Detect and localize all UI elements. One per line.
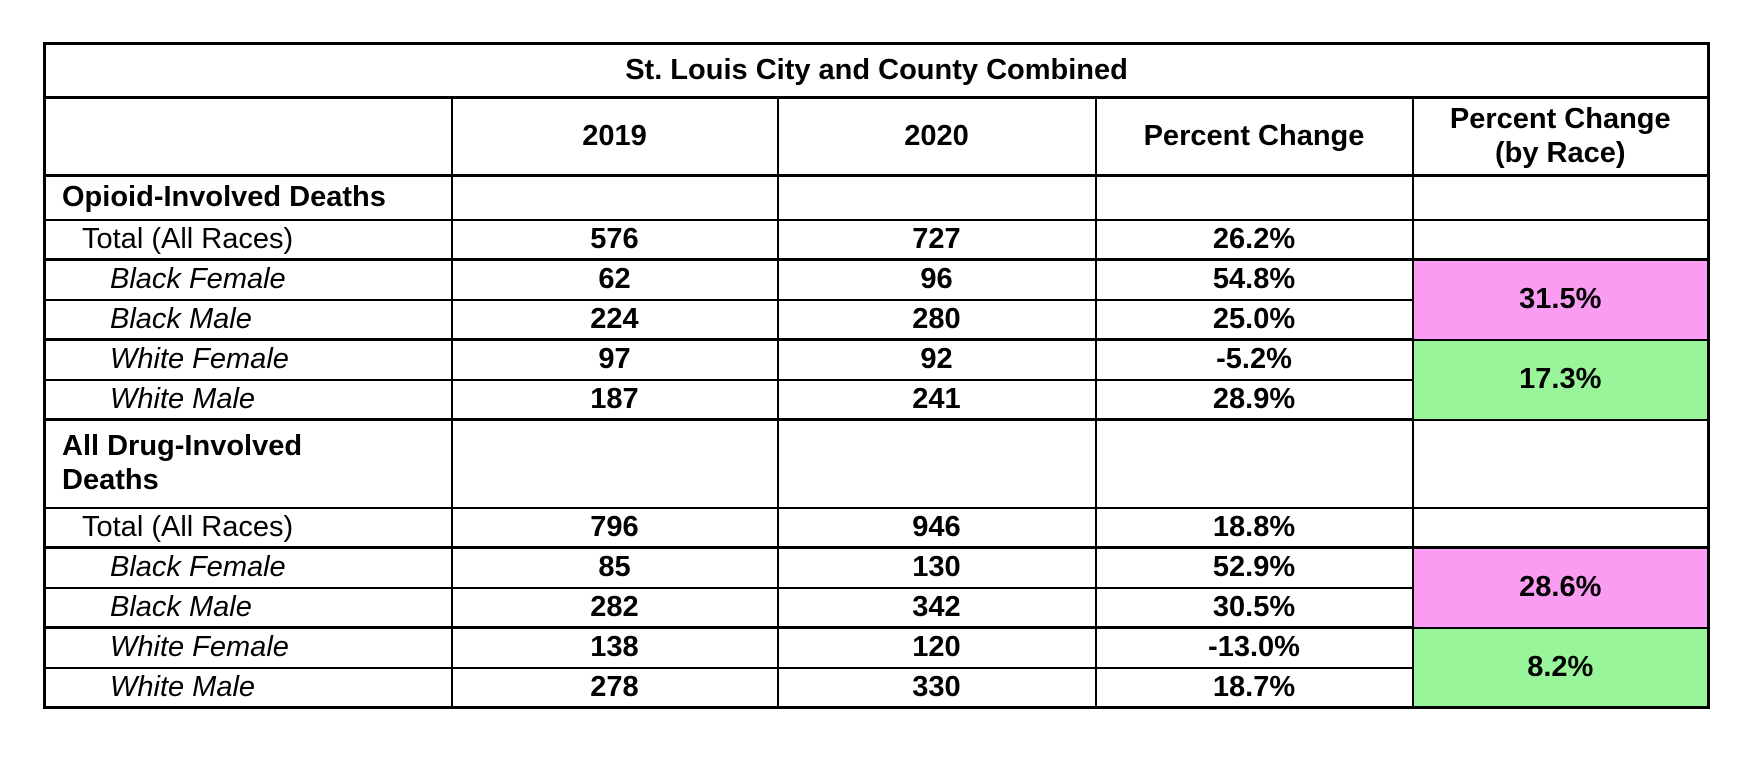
value-percent-change: 54.8% [1094,258,1414,301]
table-row-opioid-white-female: White Female 97 92 -5.2% 17.3% [43,338,1710,421]
column-header-percent-change: Percent Change [1094,96,1414,177]
value-2020: 727 [776,218,1097,261]
column-header-2020: 2020 [776,96,1097,177]
value-2019: 138 [450,626,779,669]
value-2020: 330 [776,666,1097,709]
title-row: St. Louis City and County Combined [43,42,1710,99]
empty-cell [776,418,1097,509]
empty-cell [1411,218,1710,261]
value-2019: 224 [450,298,779,341]
row-label: White Female [43,338,453,381]
row-label: Total (All Races) [43,506,453,549]
empty-cell [1411,506,1710,549]
table-row-alldrug-black-male: Black Male 282 342 30.5% [43,586,1709,629]
value-2019: 282 [450,586,779,629]
empty-cell [1411,418,1710,509]
table-row-opioid-black-female: Black Female 62 96 54.8% 31.5% [43,258,1710,341]
table-row-alldrug-total: Total (All Races) 796 946 18.8% [43,506,1710,549]
empty-cell [1094,174,1414,221]
section-header-all-drug-label: All Drug-Involved Deaths [62,430,303,496]
value-2019: 278 [450,666,779,709]
value-2020: 96 [776,258,1097,301]
empty-cell [450,418,779,509]
column-header-percent-change-by-race: Percent Change (by Race) [1411,96,1710,177]
value-percent-change: -13.0% [1094,626,1414,669]
row-label: White Female [43,626,453,669]
value-2020: 92 [776,338,1097,381]
value-percent-change-by-race-black: 28.6% [1411,546,1710,629]
value-2020: 280 [776,298,1097,341]
empty-cell [1094,418,1414,509]
row-label: Black Male [43,586,453,629]
value-2019: 62 [450,258,779,301]
row-label: White Male [43,666,453,709]
deaths-table: St. Louis City and County Combined 2019 … [43,42,1711,709]
value-percent-change: 26.2% [1094,218,1414,261]
value-percent-change: 18.7% [1094,666,1414,709]
value-percent-change-by-race-black: 31.5% [1411,258,1710,341]
column-header-empty [43,96,453,177]
value-percent-change: 25.0% [1094,298,1414,341]
table-title: St. Louis City and County Combined [43,42,1710,99]
value-percent-change-by-race-white: 8.2% [1411,626,1710,709]
table-row-alldrug-white-female: White Female 138 120 -13.0% 8.2% [43,626,1710,709]
value-2019: 187 [450,378,779,421]
value-2019: 796 [450,506,779,549]
value-2020: 946 [776,506,1097,549]
value-percent-change: 28.9% [1094,378,1414,421]
empty-cell [1411,174,1710,221]
value-2020: 342 [776,586,1097,629]
table-row-alldrug-black-female: Black Female 85 130 52.9% 28.6% [43,546,1710,629]
empty-cell [776,174,1097,221]
value-percent-change: 30.5% [1094,586,1414,629]
value-2019: 85 [450,546,779,589]
value-percent-change: 52.9% [1094,546,1414,589]
row-label: White Male [43,378,453,421]
value-percent-change: 18.8% [1094,506,1414,549]
row-label: Black Female [43,258,453,301]
value-2020: 130 [776,546,1097,589]
table-row-opioid-white-male: White Male 187 241 28.9% [43,378,1709,421]
section-header-row-all-drug: All Drug-Involved Deaths [43,418,1710,509]
row-label: Black Female [43,546,453,589]
empty-cell [450,174,779,221]
section-header-row-opioid: Opioid-Involved Deaths [43,174,1710,221]
row-label: Black Male [43,298,453,341]
table-row-opioid-black-male: Black Male 224 280 25.0% [43,298,1709,341]
column-header-2019: 2019 [450,96,779,177]
section-header-opioid: Opioid-Involved Deaths [43,174,453,221]
table-row-alldrug-white-male: White Male 278 330 18.7% [43,666,1709,709]
value-percent-change-by-race-white: 17.3% [1411,338,1710,421]
value-2019: 97 [450,338,779,381]
column-header-percent-change-by-race-label: Percent Change (by Race) [1449,103,1671,169]
value-2020: 241 [776,378,1097,421]
value-2019: 576 [450,218,779,261]
value-percent-change: -5.2% [1094,338,1414,381]
column-header-row: 2019 2020 Percent Change Percent Change … [43,96,1710,177]
table-row-opioid-total: Total (All Races) 576 727 26.2% [43,218,1710,261]
section-header-all-drug: All Drug-Involved Deaths [43,418,453,509]
row-label: Total (All Races) [43,218,453,261]
value-2020: 120 [776,626,1097,669]
